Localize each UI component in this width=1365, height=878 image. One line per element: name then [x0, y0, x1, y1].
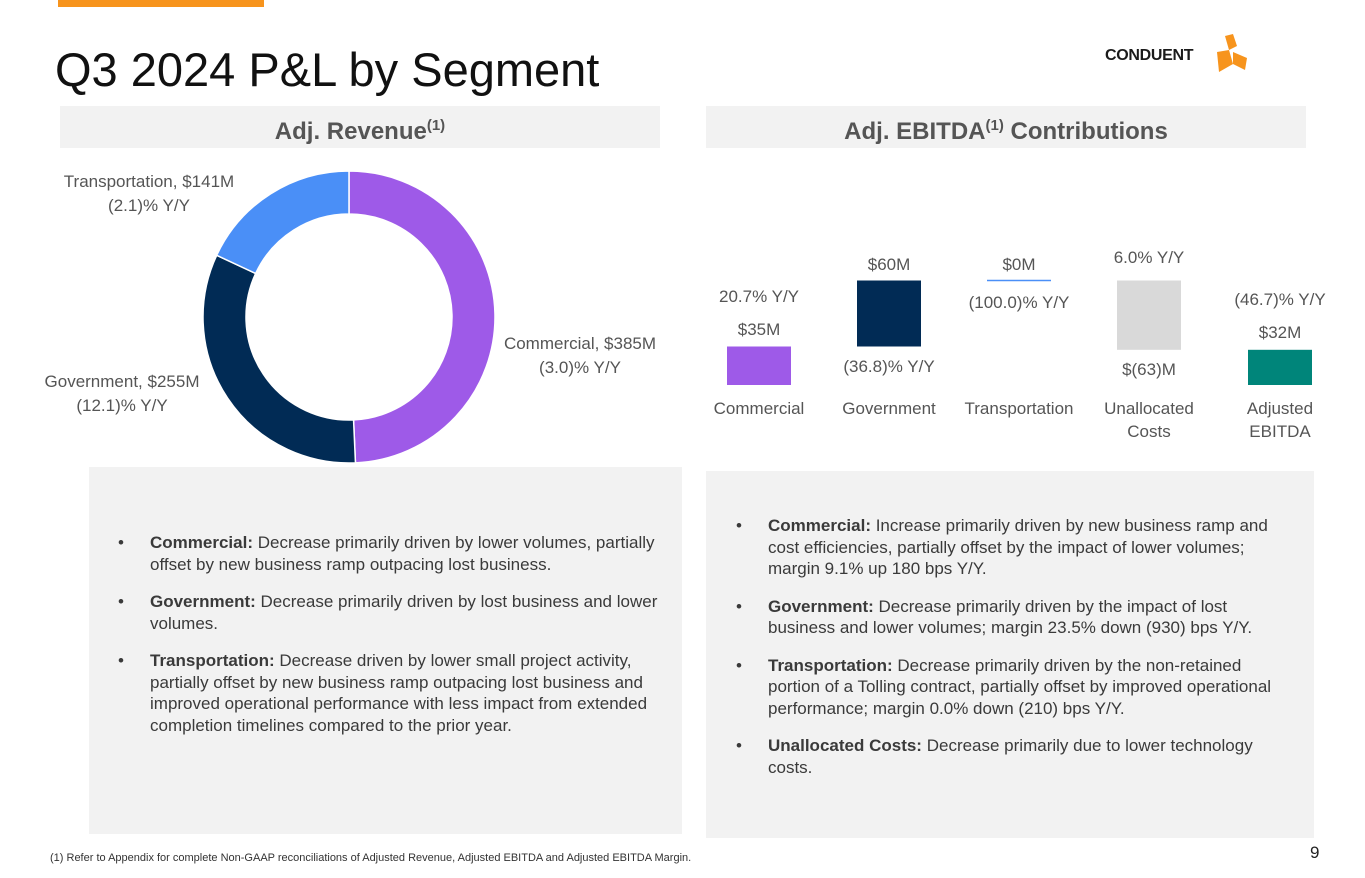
donut-label-commercial-name: Commercial, $385M: [503, 334, 657, 353]
ebitda-note-item: Transportation: Decrease primarily drive…: [736, 655, 1291, 720]
logo-wordmark: CONDUENT: [1105, 47, 1194, 64]
category-label-unallocated-costs-line1: Unallocated: [1104, 399, 1194, 418]
donut-slice-commercial: [348, 170, 496, 464]
bar-unallocated-costs: [1117, 280, 1181, 350]
ebitda-note-item-label: Commercial:: [768, 516, 871, 535]
revenue-notes-list: Commercial: Decrease primarily driven by…: [118, 532, 658, 752]
change-label-adjusted-ebitda: (46.7)% Y/Y: [1234, 289, 1326, 309]
change-label-government: (36.8)% Y/Y: [843, 356, 935, 376]
category-label-transportation: Transportation: [964, 399, 1074, 418]
ebitda-note-item: Commercial: Increase primarily driven by…: [736, 515, 1291, 580]
category-label-adjusted-ebitda-line2: EBITDA: [1249, 422, 1311, 441]
ebitda-header-post: Contributions: [1003, 118, 1168, 145]
donut-slice-government: [202, 254, 357, 464]
donut-slice-transportation: [215, 170, 350, 275]
revenue-header-text: Adj. Revenue: [274, 118, 427, 145]
category-label-government: Government: [842, 399, 936, 418]
change-label-transportation: (100.0)% Y/Y: [968, 292, 1070, 312]
revenue-note-item: Commercial: Decrease primarily driven by…: [118, 532, 658, 575]
donut-label-transportation-change: (2.1)% Y/Y: [108, 196, 190, 215]
revenue-note-item: Transportation: Decrease driven by lower…: [118, 650, 658, 736]
donut-label-transportation: Transportation, $141M (2.1)% Y/Y: [40, 170, 258, 218]
ebitda-note-item-label: Unallocated Costs:: [768, 736, 922, 755]
revenue-note-item-label: Transportation:: [150, 651, 275, 670]
revenue-note-item-text: Decrease driven by lower small project a…: [150, 651, 648, 735]
revenue-note-item: Government: Decrease primarily driven by…: [118, 591, 658, 634]
ebitda-note-item-label: Transportation:: [768, 655, 893, 675]
donut-label-commercial: Commercial, $385M (3.0)% Y/Y: [480, 332, 680, 380]
bar-government: [857, 280, 921, 347]
value-label-transportation: $0M: [1002, 254, 1036, 274]
ebitda-note-item: Unallocated Costs: Decrease primarily du…: [736, 735, 1291, 778]
ebitda-note-item-text: Increase primarily driven by new busines…: [768, 516, 1268, 578]
donut-label-transportation-name: Transportation, $141M: [63, 172, 235, 191]
slide-title: Q3 2024 P&L by Segment: [55, 43, 600, 96]
donut-label-government-name: Government, $255M: [44, 372, 200, 391]
change-label-commercial: 20.7% Y/Y: [718, 286, 800, 306]
ebitda-note-item-text: Decrease primarily driven by the impact …: [768, 596, 1253, 638]
revenue-note-item-label: Commercial:: [150, 533, 253, 552]
category-label-unallocated-costs-line2: Costs: [1127, 422, 1171, 441]
value-label-unallocated-costs: $(63)M: [1122, 359, 1176, 379]
category-label-adjusted-ebitda-line1: Adjusted: [1246, 399, 1314, 418]
footnote: (1) Refer to Appendix for complete Non-G…: [50, 852, 692, 864]
revenue-note-item-label: Government:: [150, 592, 256, 611]
top-accent-bar: [58, 0, 264, 7]
bar-adjusted-ebitda: [1248, 349, 1312, 385]
value-label-commercial: $35M: [737, 319, 781, 339]
donut-label-government: Government, $255M (12.1)% Y/Y: [22, 370, 222, 418]
revenue-note-item-text: Decrease primarily driven by lower volum…: [150, 533, 655, 574]
ebitda-note-item: Government: Decrease primarily driven by…: [736, 596, 1291, 639]
donut-label-commercial-change: (3.0)% Y/Y: [539, 358, 621, 377]
ebitda-header-text: Adj. EBITDA: [844, 118, 986, 145]
ebitda-notes-list: Commercial: Increase primarily driven by…: [736, 515, 1291, 794]
page-number: 9: [1310, 843, 1320, 862]
category-label-commercial: Commercial: [713, 399, 805, 418]
ebitda-note-item-text: Decrease primarily due to lower technolo…: [768, 736, 1253, 777]
revenue-note-item-text: Decrease primarily driven by lost busine…: [150, 592, 658, 633]
ebitda-note-item-text: Decrease primarily driven by the non-ret…: [768, 655, 1272, 718]
donut-label-government-change: (12.1)% Y/Y: [76, 396, 168, 415]
ebitda-header: Adj. EBITDA(1) Contributions: [706, 106, 1306, 148]
conduent-logo: CONDUENT: [1105, 34, 1250, 74]
value-label-adjusted-ebitda: $32M: [1258, 322, 1302, 342]
bar-commercial: [727, 346, 791, 385]
ebitda-header-sup: (1): [985, 117, 1004, 134]
value-label-government: $60M: [867, 254, 911, 274]
conduent-logo-icon: [1217, 34, 1247, 72]
revenue-header-sup: (1): [426, 117, 446, 134]
ebitda-note-item-label: Government:: [768, 596, 874, 616]
change-label-unallocated-costs: 6.0% Y/Y: [1113, 247, 1185, 267]
revenue-header: Adj. Revenue(1): [60, 106, 660, 148]
